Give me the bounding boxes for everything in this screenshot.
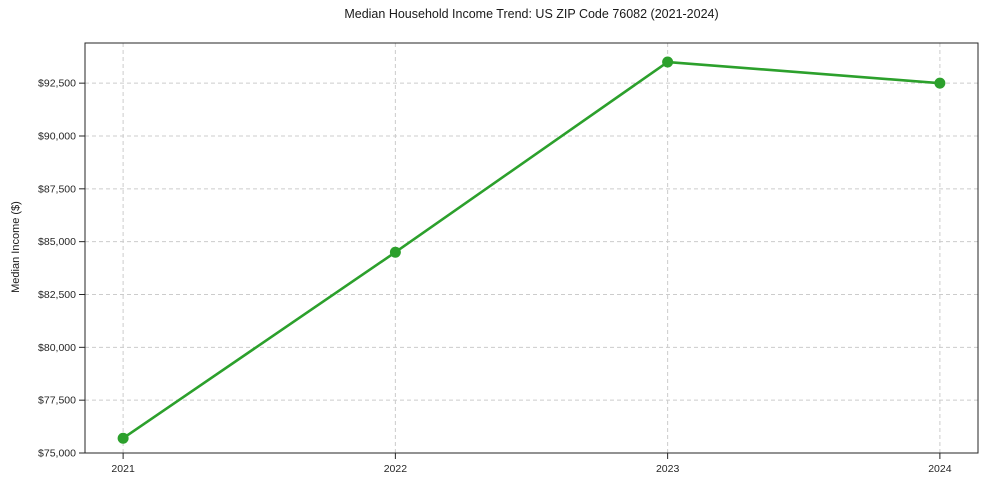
chart-title: Median Household Income Trend: US ZIP Co… <box>344 7 719 21</box>
x-tick-label: 2022 <box>384 463 408 475</box>
y-tick-label: $87,500 <box>38 183 76 195</box>
y-tick-label: $77,500 <box>38 395 76 407</box>
data-point-2021 <box>117 432 129 444</box>
y-tick-label: $85,000 <box>38 236 76 248</box>
x-tick-label: 2021 <box>111 463 135 475</box>
y-tick-label: $75,000 <box>38 448 76 460</box>
y-tick-label: $92,500 <box>38 78 76 90</box>
y-tick-label: $80,000 <box>38 342 76 354</box>
y-tick-label: $90,000 <box>38 130 76 142</box>
data-point-2024 <box>934 77 946 89</box>
plot-border <box>84 42 979 454</box>
trend-line <box>121 60 942 440</box>
data-point-2022 <box>389 246 401 258</box>
x-tick-label: 2024 <box>928 463 952 475</box>
x-tick-label: 2023 <box>656 463 680 475</box>
data-point-2023 <box>662 56 674 68</box>
y-tick-label: $82,500 <box>38 289 76 301</box>
